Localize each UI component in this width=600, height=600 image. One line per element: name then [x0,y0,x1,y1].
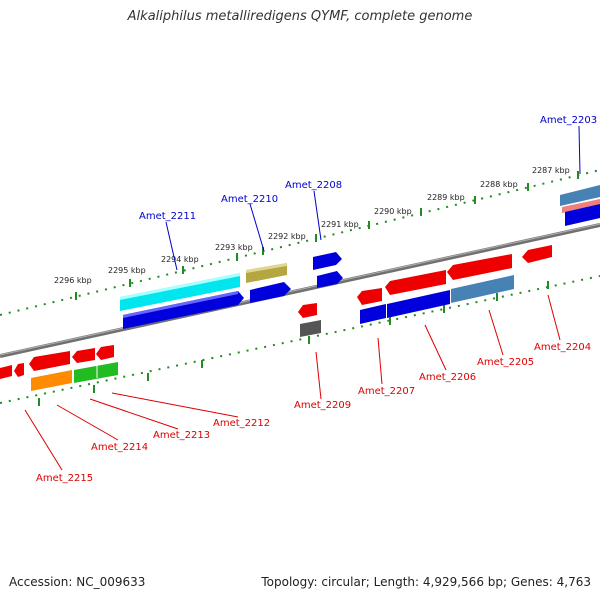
gene-label-amet-2207[interactable]: Amet_2207 [358,386,415,397]
gene-amet-2210[interactable] [246,263,287,283]
reverse-scale-dots [0,275,600,404]
gene-amet-2204[interactable] [522,245,552,263]
gene-green[interactable] [74,362,118,383]
gene-red-mid[interactable] [385,270,446,295]
gene-amet-2203[interactable] [560,185,600,206]
gene-label-amet-2208[interactable]: Amet_2208 [285,180,342,191]
gene-label-amet-2203[interactable]: Amet_2203 [540,115,597,126]
gene-label-amet-2205[interactable]: Amet_2205 [477,357,534,368]
gene-amet-2215[interactable] [31,370,72,391]
gene-label-amet-2204[interactable]: Amet_2204 [534,342,591,353]
gene-forward-blue-small-2[interactable] [317,271,343,288]
gene-forward-blue-small[interactable] [250,282,291,303]
forward-major-ticks [75,171,579,300]
gene-label-amet-2211[interactable]: Amet_2211 [139,211,196,222]
scale-label: 2296 kbp [54,276,92,285]
genome-backbone [0,223,600,358]
gene-amet-2206[interactable] [387,290,450,318]
reverse-leaders [24,294,561,471]
gene-amet-2207[interactable] [360,304,386,324]
gene-amet-2211[interactable] [120,273,240,311]
reverse-genes [0,245,552,391]
scale-label: 2292 kbp [268,232,306,241]
gene-amet-2209[interactable] [298,303,317,318]
gene-amet-2205-steel[interactable] [451,275,514,303]
gene-forward-blue-right[interactable] [565,204,600,226]
reverse-major-ticks [38,281,549,406]
gene-red-far-left[interactable] [0,365,12,379]
gene-grey[interactable] [300,320,321,337]
scale-label: 2290 kbp [374,207,412,216]
accession-text: Accession: NC_009633 [9,575,146,589]
gene-label-amet-2206[interactable]: Amet_2206 [419,372,476,383]
scale-label: 2288 kbp [480,180,518,189]
gene-amet-2205[interactable] [447,254,512,280]
gene-amet-2214[interactable] [29,351,70,371]
gene-label-amet-2213[interactable]: Amet_2213 [153,430,210,441]
gene-label-amet-2212[interactable]: Amet_2212 [213,418,270,429]
forward-leaders [165,125,581,271]
gene-amet-2208[interactable] [313,252,342,270]
scale-label: 2287 kbp [532,166,570,175]
gene-red-small-left[interactable] [14,363,24,377]
scale-label: 2294 kbp [161,255,199,264]
gene-forward-blue[interactable] [123,291,244,329]
map-title: Alkaliphilus metalliredigens QYMF, compl… [127,9,473,24]
gene-label-amet-2210[interactable]: Amet_2210 [221,194,278,205]
forward-genes [120,185,600,329]
scale-label: 2291 kbp [321,220,359,229]
gene-label-amet-2215[interactable]: Amet_2215 [36,473,93,484]
gene-forward-pink[interactable] [562,199,600,213]
scale-label: 2295 kbp [108,266,146,275]
topology-text: Topology: circular; Length: 4,929,566 bp… [261,575,591,589]
scale-label: 2293 kbp [215,243,253,252]
gene-amet-2212[interactable] [96,345,114,360]
gene-label-amet-2214[interactable]: Amet_2214 [91,442,148,453]
gene-label-amet-2209[interactable]: Amet_2209 [294,400,351,411]
gene-amet-2213[interactable] [72,348,95,363]
forward-scale-dots [0,169,600,316]
scale-label: 2289 kbp [427,193,465,202]
gene-red-left[interactable] [357,288,382,305]
